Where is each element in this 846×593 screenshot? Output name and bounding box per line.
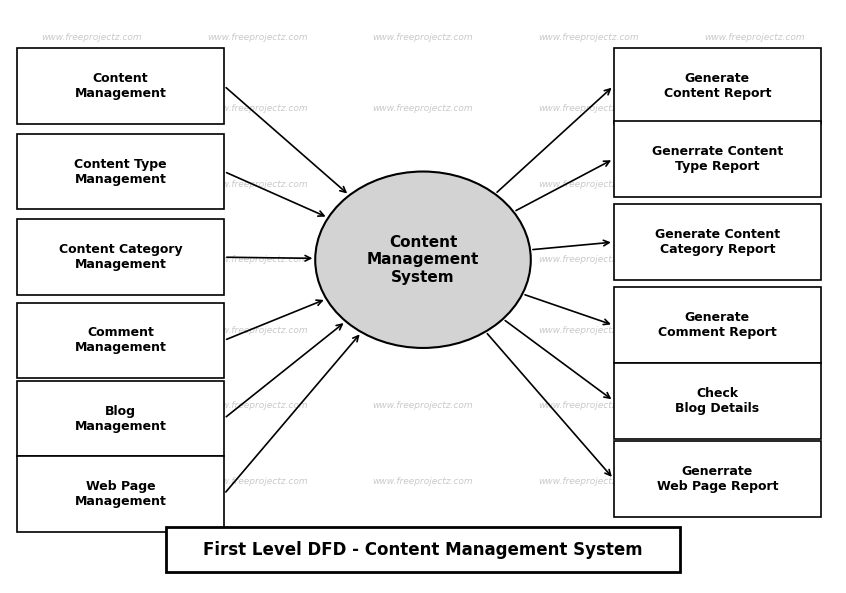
Text: www.freeprojectz.com: www.freeprojectz.com <box>373 33 473 43</box>
Text: Content
Management: Content Management <box>74 72 167 100</box>
Text: www.freeprojectz.com: www.freeprojectz.com <box>41 180 141 189</box>
FancyBboxPatch shape <box>613 204 821 280</box>
Text: www.freeprojectz.com: www.freeprojectz.com <box>539 180 639 189</box>
FancyBboxPatch shape <box>17 457 224 532</box>
Text: www.freeprojectz.com: www.freeprojectz.com <box>705 326 805 335</box>
Text: www.freeprojectz.com: www.freeprojectz.com <box>207 477 307 486</box>
Text: www.freeprojectz.com: www.freeprojectz.com <box>539 104 639 113</box>
Text: www.freeprojectz.com: www.freeprojectz.com <box>373 477 473 486</box>
Text: www.freeprojectz.com: www.freeprojectz.com <box>207 33 307 43</box>
Text: www.freeprojectz.com: www.freeprojectz.com <box>207 255 307 264</box>
FancyBboxPatch shape <box>17 48 224 124</box>
Text: Content Category
Management: Content Category Management <box>58 243 182 271</box>
FancyBboxPatch shape <box>166 527 680 572</box>
Text: Generrate Content
Type Report: Generrate Content Type Report <box>651 145 783 173</box>
Text: www.freeprojectz.com: www.freeprojectz.com <box>539 33 639 43</box>
Text: www.freeprojectz.com: www.freeprojectz.com <box>705 33 805 43</box>
Text: www.freeprojectz.com: www.freeprojectz.com <box>41 104 141 113</box>
FancyBboxPatch shape <box>17 134 224 209</box>
Text: Generate Content
Category Report: Generate Content Category Report <box>655 228 780 256</box>
FancyBboxPatch shape <box>613 288 821 363</box>
Text: www.freeprojectz.com: www.freeprojectz.com <box>705 401 805 410</box>
FancyBboxPatch shape <box>613 363 821 439</box>
FancyBboxPatch shape <box>613 48 821 124</box>
Text: www.freeprojectz.com: www.freeprojectz.com <box>705 477 805 486</box>
Text: www.freeprojectz.com: www.freeprojectz.com <box>705 180 805 189</box>
Text: www.freeprojectz.com: www.freeprojectz.com <box>41 326 141 335</box>
Text: Comment
Management: Comment Management <box>74 326 167 355</box>
Text: www.freeprojectz.com: www.freeprojectz.com <box>41 33 141 43</box>
Text: Blog
Management: Blog Management <box>74 404 167 432</box>
FancyBboxPatch shape <box>17 381 224 457</box>
Text: First Level DFD - Content Management System: First Level DFD - Content Management Sys… <box>203 541 643 559</box>
Text: www.freeprojectz.com: www.freeprojectz.com <box>207 401 307 410</box>
Text: Generate
Comment Report: Generate Comment Report <box>658 311 777 339</box>
FancyBboxPatch shape <box>17 302 224 378</box>
Text: www.freeprojectz.com: www.freeprojectz.com <box>41 255 141 264</box>
Text: www.freeprojectz.com: www.freeprojectz.com <box>207 104 307 113</box>
FancyBboxPatch shape <box>613 121 821 197</box>
Text: Generate
Content Report: Generate Content Report <box>663 72 771 100</box>
Text: www.freeprojectz.com: www.freeprojectz.com <box>373 104 473 113</box>
Ellipse shape <box>316 171 530 348</box>
Text: Content Type
Management: Content Type Management <box>74 158 167 186</box>
FancyBboxPatch shape <box>17 219 224 295</box>
Text: www.freeprojectz.com: www.freeprojectz.com <box>705 255 805 264</box>
Text: www.freeprojectz.com: www.freeprojectz.com <box>539 401 639 410</box>
Text: Content
Management
System: Content Management System <box>367 235 479 285</box>
Text: www.freeprojectz.com: www.freeprojectz.com <box>373 326 473 335</box>
Text: www.freeprojectz.com: www.freeprojectz.com <box>207 180 307 189</box>
Text: Generrate
Web Page Report: Generrate Web Page Report <box>656 465 778 493</box>
Text: www.freeprojectz.com: www.freeprojectz.com <box>705 104 805 113</box>
Text: www.freeprojectz.com: www.freeprojectz.com <box>373 401 473 410</box>
Text: Check
Blog Details: Check Blog Details <box>675 387 760 415</box>
Text: www.freeprojectz.com: www.freeprojectz.com <box>373 255 473 264</box>
Text: www.freeprojectz.com: www.freeprojectz.com <box>41 401 141 410</box>
Text: www.freeprojectz.com: www.freeprojectz.com <box>207 326 307 335</box>
Text: www.freeprojectz.com: www.freeprojectz.com <box>539 326 639 335</box>
Text: www.freeprojectz.com: www.freeprojectz.com <box>41 477 141 486</box>
FancyBboxPatch shape <box>613 441 821 517</box>
Text: www.freeprojectz.com: www.freeprojectz.com <box>539 255 639 264</box>
Text: Web Page
Management: Web Page Management <box>74 480 167 508</box>
Text: www.freeprojectz.com: www.freeprojectz.com <box>539 477 639 486</box>
Text: www.freeprojectz.com: www.freeprojectz.com <box>373 180 473 189</box>
